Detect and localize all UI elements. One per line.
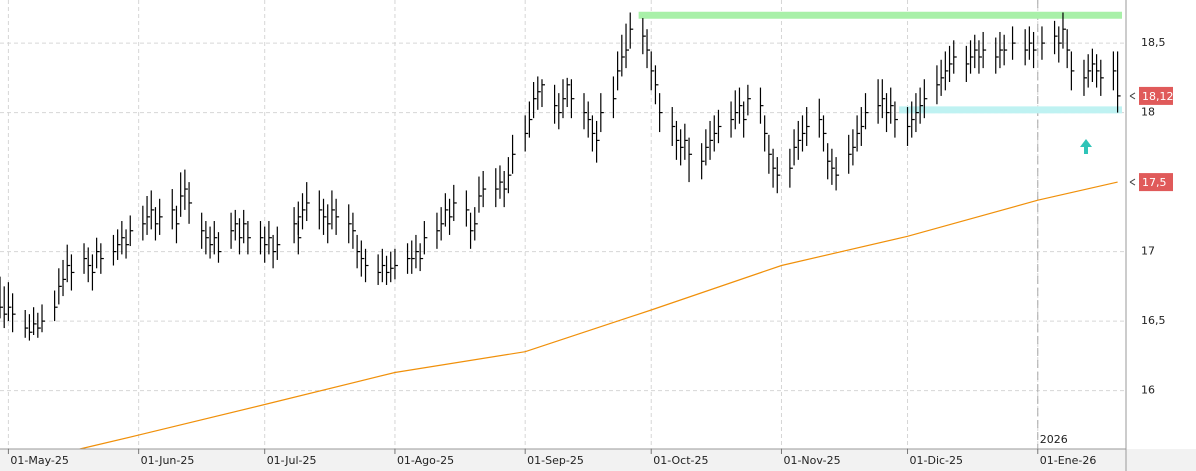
x-tick-label: 01-May-25 xyxy=(10,454,68,467)
price-label-box xyxy=(1139,86,1173,105)
y-tick-label: 16,5 xyxy=(1141,314,1166,327)
y-tick-label: 18,5 xyxy=(1141,36,1166,49)
x-tick-label: 01-Sep-25 xyxy=(527,454,584,467)
x-tick-label: 01-Jul-25 xyxy=(267,454,317,467)
y-tick-label: 16 xyxy=(1141,384,1155,397)
y-tick-label: 17 xyxy=(1141,245,1155,258)
x-tick-label: 01-Nov-25 xyxy=(783,454,840,467)
x-tick-label: 01-Ago-25 xyxy=(397,454,454,467)
plot xyxy=(0,11,1122,450)
up-arrow xyxy=(1080,139,1092,154)
x-tick-label: 01-Ene-26 xyxy=(1040,454,1097,467)
x-tick-label: 01-Jun-25 xyxy=(141,454,195,467)
x-axis-panel xyxy=(0,449,1196,471)
moving-average xyxy=(79,181,1118,450)
price-label: 18,12 xyxy=(1142,90,1174,103)
y-tick-label: 18 xyxy=(1141,106,1155,119)
price-pointer xyxy=(1129,92,1136,100)
price-label: 17,5 xyxy=(1142,176,1167,189)
year-label: 2026 xyxy=(1040,433,1068,446)
x-tick-label: 01-Oct-25 xyxy=(653,454,708,467)
price-label-box xyxy=(1139,173,1173,192)
axes: 16 16,5 17 18 18,5 01-May-25 01-Jun-25 01-Jul-2… xyxy=(7,36,1174,467)
x-tick-label: 01-Dic-25 xyxy=(910,454,964,467)
price-pointer xyxy=(1129,178,1136,186)
